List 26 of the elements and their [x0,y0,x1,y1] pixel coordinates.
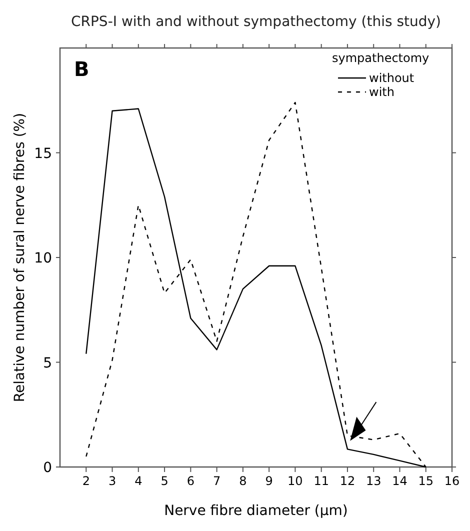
annotation: B [74,57,90,81]
x-tick-label: 4 [134,474,142,488]
y-tick-label: 0 [43,460,52,476]
legend-label: without [369,71,414,85]
x-tick-label: 8 [239,474,247,488]
x-tick-label: 9 [265,474,273,488]
legend-label: with [369,85,394,99]
x-tick-label: 14 [392,474,408,488]
x-tick-label: 15 [418,474,434,488]
x-tick-label: 6 [186,474,194,488]
x-tick-label: 7 [212,474,221,488]
x-tick-label: 11 [314,474,329,488]
x-tick-label: 10 [288,474,303,488]
y-tick-label: 10 [34,250,52,266]
x-tick-label: 3 [108,474,116,488]
y-tick-label: 5 [43,355,52,372]
x-axis-title: Nerve fibre diameter (µm) [164,503,348,519]
legend-title: sympathectomy [332,51,430,65]
chart-title: CRPS-I with and without sympathectomy (this study) [70,14,442,30]
x-tick-label: 16 [444,474,460,488]
y-axis-title: Relative number of sural nerve fibres (%) [12,112,28,402]
y-tick-label: 15 [34,146,52,162]
x-tick-label: 13 [366,474,382,488]
x-tick-label: 12 [340,474,356,488]
x-tick-label: 5 [160,474,168,488]
x-tick-label: 2 [82,474,90,488]
